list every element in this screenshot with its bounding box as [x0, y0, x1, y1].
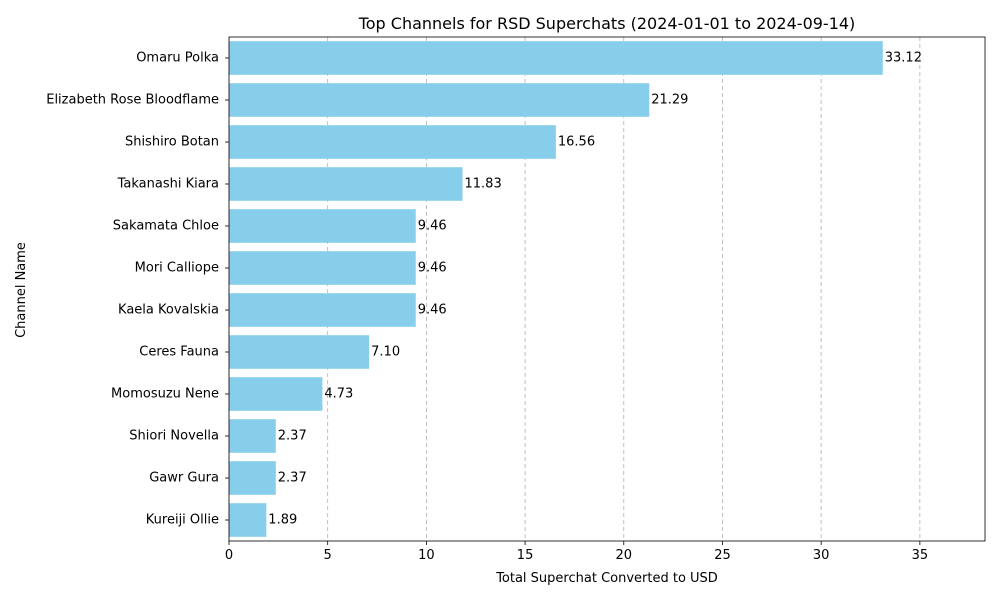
data-label: 11.83	[465, 177, 502, 192]
chart-title: Top Channels for RSD Superchats (2024-01…	[358, 14, 856, 33]
bar	[229, 167, 463, 201]
data-label: 21.29	[651, 93, 688, 108]
y-tick-label: Shishiro Botan	[125, 135, 219, 150]
x-tick-label: 25	[714, 548, 731, 563]
data-label: 9.46	[418, 303, 447, 318]
grid-layer	[228, 37, 921, 541]
bars-layer	[229, 41, 883, 537]
y-tick-label: Omaru Polka	[136, 51, 219, 66]
y-tick-label: Mori Calliope	[135, 261, 219, 276]
data-label: 2.37	[278, 471, 307, 486]
y-tick-label: Momosuzu Nene	[111, 387, 219, 402]
y-tick-label: Takanashi Kiara	[117, 177, 219, 192]
bar	[229, 293, 416, 327]
bar	[229, 503, 267, 537]
axes-layer	[225, 36, 986, 545]
data-label: 33.12	[885, 51, 922, 66]
y-tick-label: Sakamata Chloe	[113, 219, 219, 234]
x-tick-label: 5	[324, 548, 332, 563]
x-tick-label: 35	[912, 548, 929, 563]
y-tick-label: Kaela Kovalskia	[118, 303, 219, 318]
bar	[229, 419, 276, 453]
data-label: 9.46	[418, 261, 447, 276]
y-tick-label: Kureiji Ollie	[146, 513, 219, 528]
plot-frame	[228, 36, 986, 542]
data-label: 4.73	[324, 387, 353, 402]
y-axis-label: Channel Name	[14, 242, 29, 338]
y-tick-label: Shiori Novella	[129, 429, 219, 444]
x-axis-label: Total Superchat Converted to USD	[495, 571, 718, 586]
labels-layer: Omaru Polka 33.12 Elizabeth Rose Bloodflam…	[46, 51, 928, 564]
bar	[229, 83, 650, 117]
x-tick-label: 10	[418, 548, 435, 563]
x-tick-label: 30	[813, 548, 830, 563]
data-label: 9.46	[418, 219, 447, 234]
x-tick-label: 0	[225, 548, 233, 563]
data-label: 7.10	[371, 345, 400, 360]
x-tick-label: 15	[517, 548, 534, 563]
bar	[229, 461, 276, 495]
bar	[229, 251, 416, 285]
data-label: 2.37	[278, 429, 307, 444]
x-tick-label: 20	[616, 548, 633, 563]
y-tick-label: Elizabeth Rose Bloodflame	[46, 93, 219, 108]
bar	[229, 125, 556, 159]
bar	[229, 377, 323, 411]
bar	[229, 209, 416, 243]
bar	[229, 335, 370, 369]
data-label: 16.56	[558, 135, 595, 150]
bar	[229, 41, 883, 75]
data-label: 1.89	[268, 513, 297, 528]
y-tick-label: Ceres Fauna	[139, 345, 219, 360]
y-tick-label: Gawr Gura	[149, 471, 219, 486]
